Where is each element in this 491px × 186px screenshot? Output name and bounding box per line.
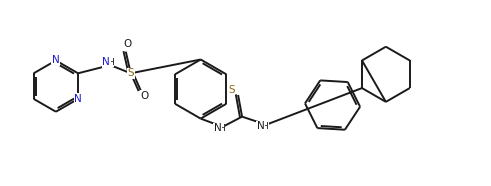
Text: H: H: [261, 122, 268, 131]
Text: H: H: [107, 58, 113, 67]
Text: H: H: [218, 124, 225, 133]
Text: N: N: [214, 124, 221, 134]
Text: S: S: [228, 85, 235, 95]
Text: O: O: [140, 91, 149, 101]
Text: N: N: [52, 55, 60, 65]
Text: N: N: [74, 94, 82, 104]
Text: S: S: [128, 68, 134, 78]
Text: N: N: [102, 57, 110, 68]
Text: N: N: [257, 121, 265, 132]
Text: O: O: [124, 39, 132, 49]
